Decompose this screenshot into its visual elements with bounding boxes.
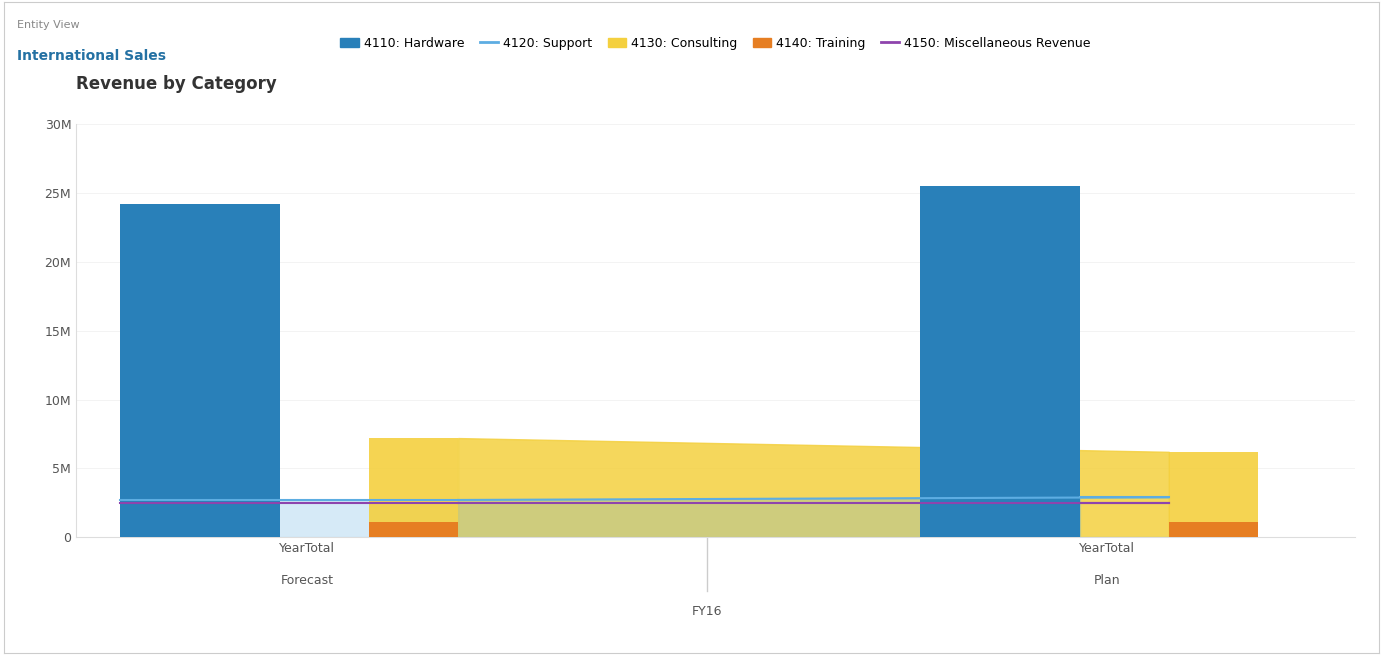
Bar bbox=[920, 186, 1080, 537]
Text: Forecast: Forecast bbox=[281, 574, 333, 588]
Bar bbox=[369, 438, 458, 537]
Bar bbox=[1169, 452, 1257, 537]
Text: International Sales: International Sales bbox=[17, 49, 166, 63]
Text: Entity View: Entity View bbox=[17, 20, 79, 29]
Text: FY16: FY16 bbox=[692, 605, 722, 618]
Text: Plan: Plan bbox=[1094, 574, 1120, 588]
Bar bbox=[120, 204, 281, 537]
Bar bbox=[1169, 522, 1257, 537]
Legend: 4110: Hardware, 4120: Support, 4130: Consulting, 4140: Training, 4150: Miscellan: 4110: Hardware, 4120: Support, 4130: Con… bbox=[336, 31, 1095, 54]
Text: Revenue by Category: Revenue by Category bbox=[76, 75, 277, 93]
Bar bbox=[369, 522, 458, 537]
